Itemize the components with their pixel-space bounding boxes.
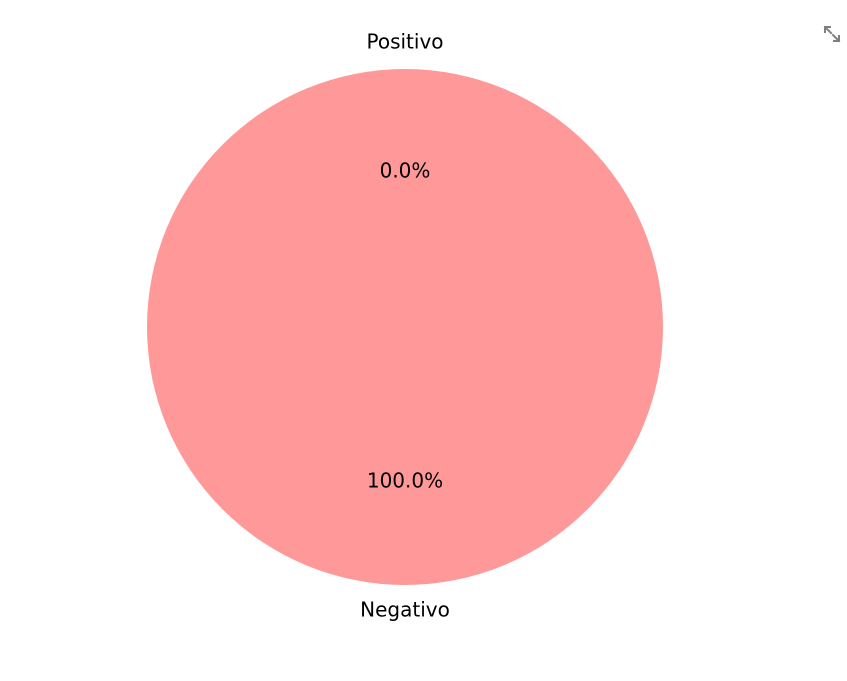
expand-arrows-icon xyxy=(823,25,841,43)
pie-label-negativo: Negativo xyxy=(360,597,450,621)
pie-percent-negativo: 100.0% xyxy=(367,468,443,492)
fullscreen-button[interactable] xyxy=(820,22,844,46)
pie-percent-positivo: 0.0% xyxy=(380,159,431,183)
pie-label-positivo: Positivo xyxy=(366,30,443,54)
pie-slice-negativo xyxy=(147,69,663,585)
pie-slices xyxy=(147,69,663,585)
pie-labels: Positivo 0.0% Negativo 100.0% xyxy=(360,30,450,622)
